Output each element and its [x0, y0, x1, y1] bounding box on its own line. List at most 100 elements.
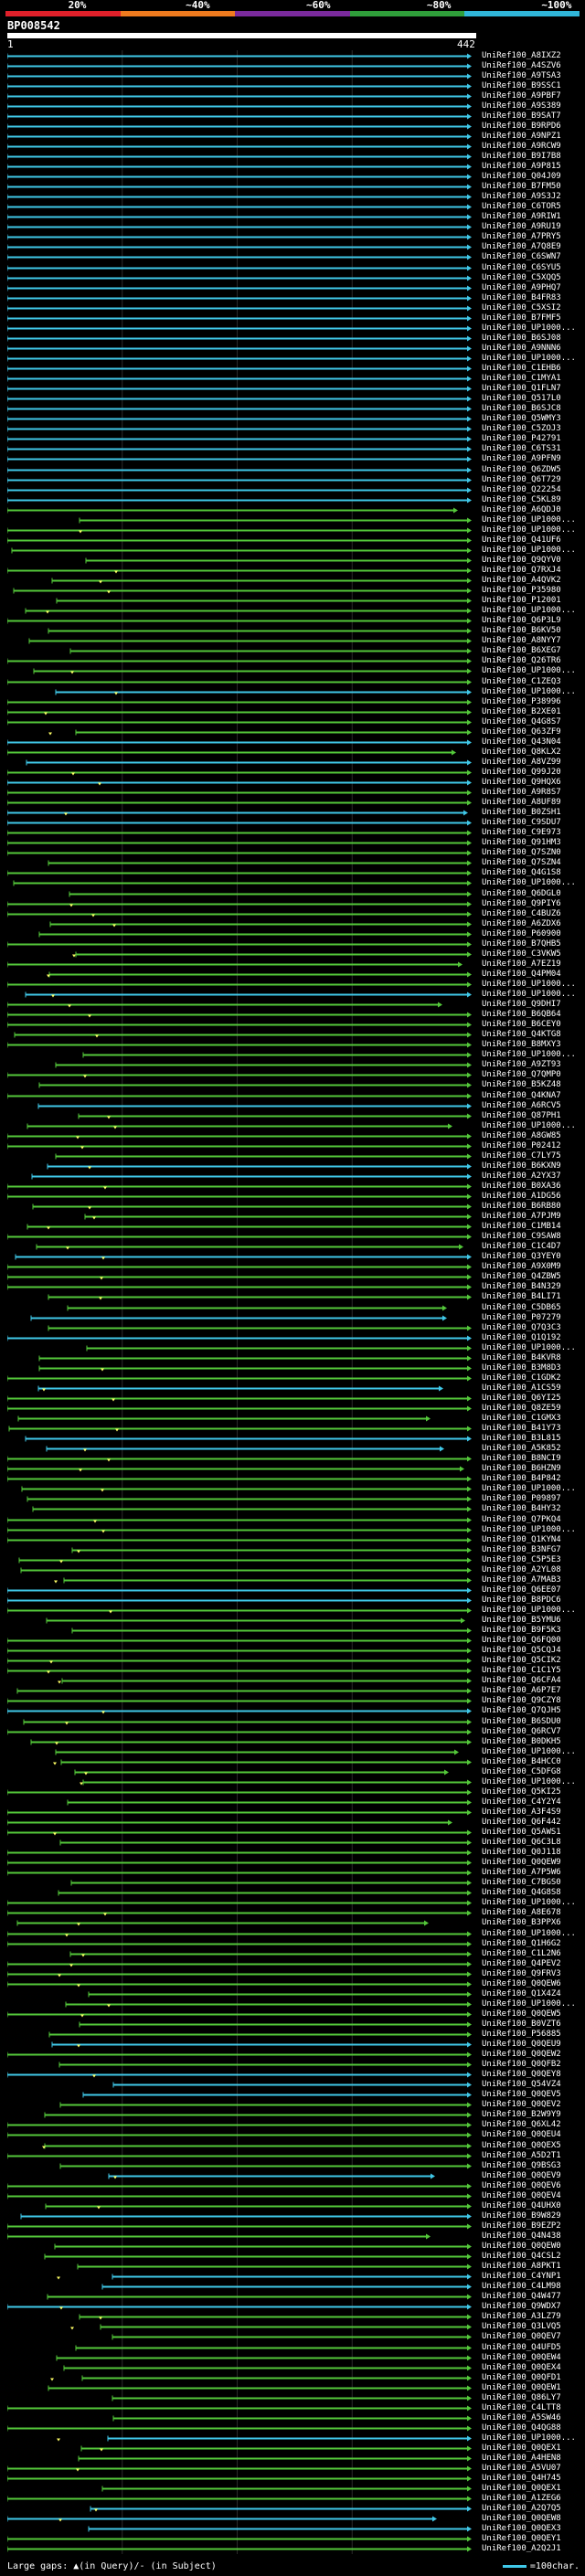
hit-label[interactable]: UniRef100_B4P842	[482, 1474, 561, 1484]
hit-label[interactable]: UniRef100_C5XQQ5	[482, 272, 561, 282]
hit-label[interactable]: UniRef100_A5K852	[482, 1444, 561, 1454]
hit-label[interactable]: UniRef100_C4Y2Y4	[482, 1797, 561, 1807]
hit-label[interactable]: UniRef100_A2Q2J1	[482, 2544, 561, 2554]
hit-label[interactable]: UniRef100_A6RCV5	[482, 1100, 561, 1110]
hit-label[interactable]: UniRef100_A6P7E7	[482, 1686, 561, 1696]
hit-label[interactable]: UniRef100_C6TOR5	[482, 202, 561, 212]
hit-label[interactable]: UniRef100_C4LTT8	[482, 2402, 561, 2412]
hit-label[interactable]: UniRef100_Q0QEY8	[482, 2070, 561, 2080]
hit-label[interactable]: UniRef100_Q6FQ00	[482, 1636, 561, 1646]
hit-label[interactable]: UniRef100_Q6XL42	[482, 2120, 561, 2130]
hit-label[interactable]: UniRef100_Q99J20	[482, 767, 561, 777]
hit-label[interactable]: UniRef100_C4LM98	[482, 2282, 561, 2292]
hit-label[interactable]: UniRef100_Q1X4Z4	[482, 1988, 561, 1998]
hit-label[interactable]: UniRef100_C9SDU7	[482, 818, 561, 828]
hit-label[interactable]: UniRef100_Q517L0	[482, 394, 561, 404]
hit-label[interactable]: UniRef100_B6KXN9	[482, 1161, 561, 1171]
hit-label[interactable]: UniRef100_A7P5W6	[482, 1868, 561, 1878]
hit-label[interactable]: UniRef100_B0XA36	[482, 1181, 561, 1191]
hit-label[interactable]: UniRef100_Q6YI25	[482, 1393, 561, 1403]
hit-label[interactable]: UniRef100_C1L2N6	[482, 1948, 561, 1958]
hit-label[interactable]: UniRef100_C7LY75	[482, 1150, 561, 1161]
hit-label[interactable]: UniRef100_Q4UFD5	[482, 2342, 561, 2352]
hit-label[interactable]: UniRef100_A9PBF7	[482, 90, 561, 101]
hit-label[interactable]: UniRef100_A6ZDX6	[482, 918, 561, 928]
hit-label[interactable]: UniRef100_Q0QEU4	[482, 2130, 561, 2140]
hit-label[interactable]: UniRef100_P60900	[482, 928, 561, 938]
hit-label[interactable]: UniRef100_UP1000...	[482, 514, 576, 525]
hit-label[interactable]: UniRef100_Q0QEX4	[482, 2362, 561, 2372]
hit-label[interactable]: UniRef100_A3LZ79	[482, 2312, 561, 2322]
hit-label[interactable]: UniRef100_B8PDC6	[482, 1595, 561, 1605]
hit-label[interactable]: UniRef100_B0DKH5	[482, 1736, 561, 1746]
hit-label[interactable]: UniRef100_A8IXZ2	[482, 50, 561, 60]
hit-label[interactable]: UniRef100_Q9DHI7	[482, 1000, 561, 1010]
hit-label[interactable]: UniRef100_Q7PKQ4	[482, 1514, 561, 1524]
hit-label[interactable]: UniRef100_B3PPX6	[482, 1918, 561, 1928]
hit-label[interactable]: UniRef100_Q0QEY1	[482, 2534, 561, 2544]
hit-label[interactable]: UniRef100_B4LI71	[482, 1292, 561, 1302]
hit-label[interactable]: UniRef100_Q6C3L8	[482, 1838, 561, 1848]
hit-label[interactable]: UniRef100_A8NYY7	[482, 636, 561, 646]
hit-label[interactable]: UniRef100_Q1KYN4	[482, 1534, 561, 1544]
hit-label[interactable]: UniRef100_Q0QEU9	[482, 2040, 561, 2050]
hit-label[interactable]: UniRef100_C5DB65	[482, 1302, 561, 1312]
hit-label[interactable]: UniRef100_UP1000...	[482, 1898, 576, 1908]
hit-label[interactable]: UniRef100_Q0QEW8	[482, 2514, 561, 2524]
hit-label[interactable]: UniRef100_A8E678	[482, 1908, 561, 1918]
hit-label[interactable]: UniRef100_A2YL08	[482, 1564, 561, 1574]
hit-label[interactable]: UniRef100_Q7SZN0	[482, 848, 561, 858]
hit-label[interactable]: UniRef100_Q8ZE59	[482, 1404, 561, 1413]
hit-label[interactable]: UniRef100_C5ZOJ3	[482, 424, 561, 434]
hit-label[interactable]: UniRef100_B4HCC0	[482, 1756, 561, 1766]
hit-label[interactable]: UniRef100_Q4W477	[482, 2292, 561, 2302]
hit-label[interactable]: UniRef100_B6RB80	[482, 1202, 561, 1212]
hit-label[interactable]: UniRef100_C1C4D7	[482, 1242, 561, 1252]
hit-label[interactable]: UniRef100_Q0QEX1	[482, 2443, 561, 2453]
hit-label[interactable]: UniRef100_Q0QEX5	[482, 2140, 561, 2150]
hit-label[interactable]: UniRef100_A8UF89	[482, 798, 561, 808]
hit-label[interactable]: UniRef100_C5P5E3	[482, 1554, 561, 1564]
hit-label[interactable]: UniRef100_Q8KLX2	[482, 747, 561, 757]
hit-label[interactable]: UniRef100_UP1000...	[482, 878, 576, 888]
hit-label[interactable]: UniRef100_A7PRY5	[482, 232, 561, 242]
hit-label[interactable]: UniRef100_Q5CQJ4	[482, 1646, 561, 1656]
hit-label[interactable]: UniRef100_Q0QEW9	[482, 1858, 561, 1868]
hit-label[interactable]: UniRef100_Q0QEW1	[482, 2382, 561, 2392]
hit-label[interactable]: UniRef100_P42791	[482, 434, 561, 444]
hit-label[interactable]: UniRef100_B6XEG7	[482, 646, 561, 656]
hit-label[interactable]: UniRef100_Q41UF6	[482, 535, 561, 545]
hit-label[interactable]: UniRef100_Q0QEX3	[482, 2524, 561, 2534]
hit-label[interactable]: UniRef100_Q4KNA7	[482, 1090, 561, 1100]
hit-label[interactable]: UniRef100_UP1000...	[482, 686, 576, 696]
hit-label[interactable]: UniRef100_A9NPZ1	[482, 131, 561, 141]
hit-label[interactable]: UniRef100_Q4G8S7	[482, 716, 561, 726]
hit-label[interactable]: UniRef100_Q91HM3	[482, 838, 561, 848]
hit-label[interactable]: UniRef100_B6HZN9	[482, 1464, 561, 1474]
hit-label[interactable]: UniRef100_UP1000...	[482, 1524, 576, 1534]
hit-label[interactable]: UniRef100_P07279	[482, 1312, 561, 1322]
hit-label[interactable]: UniRef100_Q0QEW6	[482, 1978, 561, 1988]
hit-label[interactable]: UniRef100_B6SDU0	[482, 1716, 561, 1726]
hit-label[interactable]: UniRef100_Q5KI25	[482, 1786, 561, 1797]
hit-label[interactable]: UniRef100_C5KL89	[482, 494, 561, 504]
hit-label[interactable]: UniRef100_Q9QYV0	[482, 555, 561, 565]
hit-label[interactable]: UniRef100_A5D2T1	[482, 2150, 561, 2160]
hit-label[interactable]: UniRef100_P35980	[482, 586, 561, 596]
hit-label[interactable]: UniRef100_B4HY32	[482, 1504, 561, 1514]
hit-label[interactable]: UniRef100_Q6P3L9	[482, 616, 561, 626]
hit-label[interactable]: UniRef100_A7MAB3	[482, 1574, 561, 1585]
hit-label[interactable]: UniRef100_C5XSI2	[482, 302, 561, 313]
hit-label[interactable]: UniRef100_B8MXY3	[482, 1040, 561, 1050]
hit-label[interactable]: UniRef100_A7PJM9	[482, 1212, 561, 1222]
hit-label[interactable]: UniRef100_UP1000...	[482, 1746, 576, 1756]
hit-label[interactable]: UniRef100_A1ZEG6	[482, 2494, 561, 2504]
hit-label[interactable]: UniRef100_B9RPD6	[482, 121, 561, 131]
hit-label[interactable]: UniRef100_UP1000...	[482, 525, 576, 535]
hit-label[interactable]: UniRef100_B8NCI9	[482, 1454, 561, 1464]
hit-label[interactable]: UniRef100_UP1000...	[482, 1605, 576, 1615]
hit-label[interactable]: UniRef100_Q9HQX6	[482, 778, 561, 787]
hit-label[interactable]: UniRef100_C9E973	[482, 828, 561, 838]
hit-label[interactable]: UniRef100_C3VKW5	[482, 949, 561, 959]
hit-label[interactable]: UniRef100_Q6T729	[482, 474, 561, 484]
